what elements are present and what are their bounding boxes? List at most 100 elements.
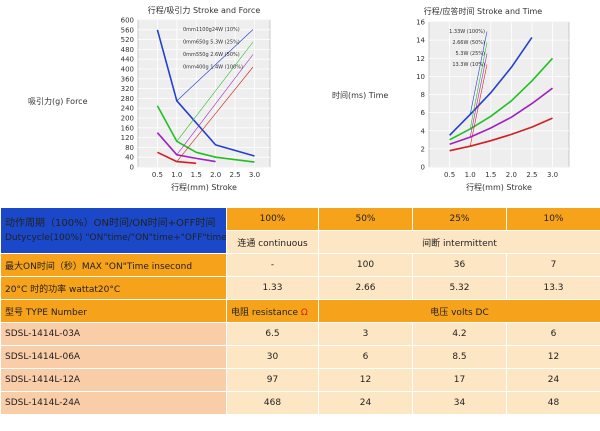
y-tick-label: 2: [421, 145, 425, 153]
x-tick-label: 0.5: [444, 171, 455, 179]
legend-label: 2.66W (50%): [452, 40, 485, 46]
model-cell: SDSL-1414L-24A: [0, 391, 227, 415]
model-row: SDSL-1414L-24A 468 24 34 48 76: [0, 391, 600, 415]
y-tick-label: 480: [121, 46, 134, 54]
max-on-value: -: [226, 253, 319, 277]
y-tick-label: 360: [121, 75, 134, 83]
x-tick-label: 2.5: [526, 171, 537, 179]
model-cell: SDSL-1414L-06A: [0, 345, 227, 369]
model-row: SDSL-1414L-12A 97 12 17 24 38: [0, 368, 600, 392]
y-tick-label: 12: [416, 55, 425, 63]
time-chart-svg: 0 2 4 6 8 10 12 14 16 0.5 1.0 1.5 2.0 2.5 3.0 行程/应答时间 S…: [416, 6, 570, 192]
duty-label: 动作周期（100%）ON时间/ON时间+OFF时间 Dutycycle(100%…: [0, 207, 227, 254]
voltage-cell: 4.2: [412, 322, 507, 346]
x-tick-label: 2.5: [229, 171, 240, 179]
max-on-row: 最大ON时间（秒）MAX "ON"Time insecond - 100 36 …: [0, 253, 600, 277]
plot-area: [137, 19, 271, 168]
voltage-label: 电压 volts DC: [318, 299, 600, 323]
y-tick-label: 10: [416, 73, 425, 81]
voltage-cell: 17: [412, 368, 507, 392]
power-value: 13.3: [506, 276, 600, 300]
legend-label: 0mm550g 2.6W (50%): [183, 52, 240, 58]
power-value: 1.33: [226, 276, 319, 300]
duty-value-50: 50%: [318, 207, 413, 231]
mode-row: 连通 continuous 间断 intermittent: [1, 230, 600, 254]
voltage-cell: 3: [318, 322, 413, 346]
y-tick-label: 40: [125, 154, 134, 162]
header-row: 型号 TYPE Number 电阻 resistance Ω 电压 volts …: [0, 299, 600, 323]
x-axis-label: 行程(mm) Stroke: [466, 182, 532, 192]
y-tick-label: 200: [121, 115, 134, 123]
y-tick-label: 440: [121, 56, 134, 64]
voltage-cell: 24: [506, 368, 600, 392]
y-tick-label: 320: [121, 85, 134, 93]
series-line: [156, 132, 216, 163]
duty-label-cn: 动作周期（100%）ON时间/ON时间+OFF时间: [5, 217, 216, 229]
legend-label: 0mm400g 1.4W (100%): [183, 65, 243, 71]
legend-leader: [469, 64, 488, 147]
continuous-cell: 连通 continuous: [226, 230, 319, 254]
series-line: [157, 151, 197, 165]
series-line: [449, 57, 554, 141]
legend-label: 0mm1100g24W (10%): [183, 27, 240, 33]
legend-label: 13.3W (10%): [452, 62, 485, 68]
intermittent-cell: 间断 intermittent: [318, 230, 600, 254]
voltage-cell: 8.5: [412, 345, 507, 369]
chart-title: 行程/应答时间 Stroke and Time: [424, 6, 543, 16]
legend-leader: [469, 31, 488, 115]
y-tick-label: 16: [416, 19, 425, 27]
voltage-cell: 24: [318, 391, 413, 415]
max-on-label: 最大ON时间（秒）MAX "ON"Time insecond: [0, 253, 227, 277]
series-line: [156, 105, 255, 163]
series-line: [156, 29, 255, 157]
legend-leader: [469, 42, 488, 129]
x-tick-label: 1.0: [465, 171, 476, 179]
model-cell: SDSL-1414L-03A: [0, 322, 227, 346]
legend-leader: [176, 54, 254, 155]
spec-table: 动作周期（100%）ON时间/ON时间+OFF时间 Dutycycle(100%…: [0, 207, 600, 415]
legend-label: 1.33W (100%): [449, 29, 485, 35]
resistance-cell: 30: [226, 345, 319, 369]
model-row: SDSL-1414L-03A 6.5 3 4.2 6 9.5: [0, 322, 600, 346]
y-tick-label: 0: [130, 164, 134, 172]
resistance-cell: 468: [226, 391, 319, 415]
y-tick-label: 400: [121, 66, 134, 74]
duty-value-100: 100%: [226, 207, 319, 231]
x-axis-label: 行程(mm) Stroke: [171, 182, 237, 192]
resistance-label-text: 电阻 resistance: [231, 307, 299, 318]
y-tick-label: 0: [421, 164, 425, 172]
y-tick-label: 14: [416, 37, 425, 45]
series-line: [449, 87, 553, 146]
duty-row: 动作周期（100%）ON时间/ON时间+OFF时间 Dutycycle(100%…: [0, 207, 600, 254]
time-chart: 时间(ms) Time 0 2 4 6 8 10 12 14 16 0.5 1.0 1.5 2.0 2.5…: [300, 0, 600, 200]
legend-label: 0mm650g 5.3W (25%): [183, 40, 240, 46]
max-on-value: 7: [506, 253, 600, 277]
voltage-cell: 6: [318, 345, 413, 369]
legend-leader: [469, 53, 488, 138]
max-on-value: 100: [318, 253, 413, 277]
resistance-cell: 6.5: [226, 322, 319, 346]
voltage-cell: 12: [506, 345, 600, 369]
power-row: 20°C 时的功率 wattat20°C 1.33 2.66 5.32 13.3: [0, 276, 600, 300]
x-tick-label: 0.5: [152, 171, 163, 179]
x-tick-label: 1.5: [485, 171, 496, 179]
y-tick-label: 8: [421, 91, 425, 99]
y-tick-label: 600: [121, 17, 134, 25]
duty-value-10: 10%: [506, 207, 600, 231]
legend-leader: [176, 29, 254, 102]
force-chart-ylabel: 吸引力(g) Force: [28, 97, 88, 106]
series-line: [449, 36, 533, 136]
y-tick-label: 4: [421, 127, 426, 135]
legend-leader: [176, 41, 254, 142]
x-tick-label: 3.0: [547, 171, 558, 179]
y-tick-label: 6: [421, 109, 426, 117]
x-tick-label: 1.0: [171, 171, 182, 179]
x-tick-label: 2.0: [506, 171, 517, 179]
power-value: 2.66: [318, 276, 413, 300]
voltage-cell: 48: [506, 391, 600, 415]
y-tick-label: 160: [121, 124, 134, 132]
x-tick-label: 2.0: [210, 171, 221, 179]
model-cell: SDSL-1414L-12A: [0, 368, 227, 392]
power-value: 5.32: [412, 276, 507, 300]
chart-title: 行程/吸引力 Stroke and Force: [148, 5, 261, 15]
